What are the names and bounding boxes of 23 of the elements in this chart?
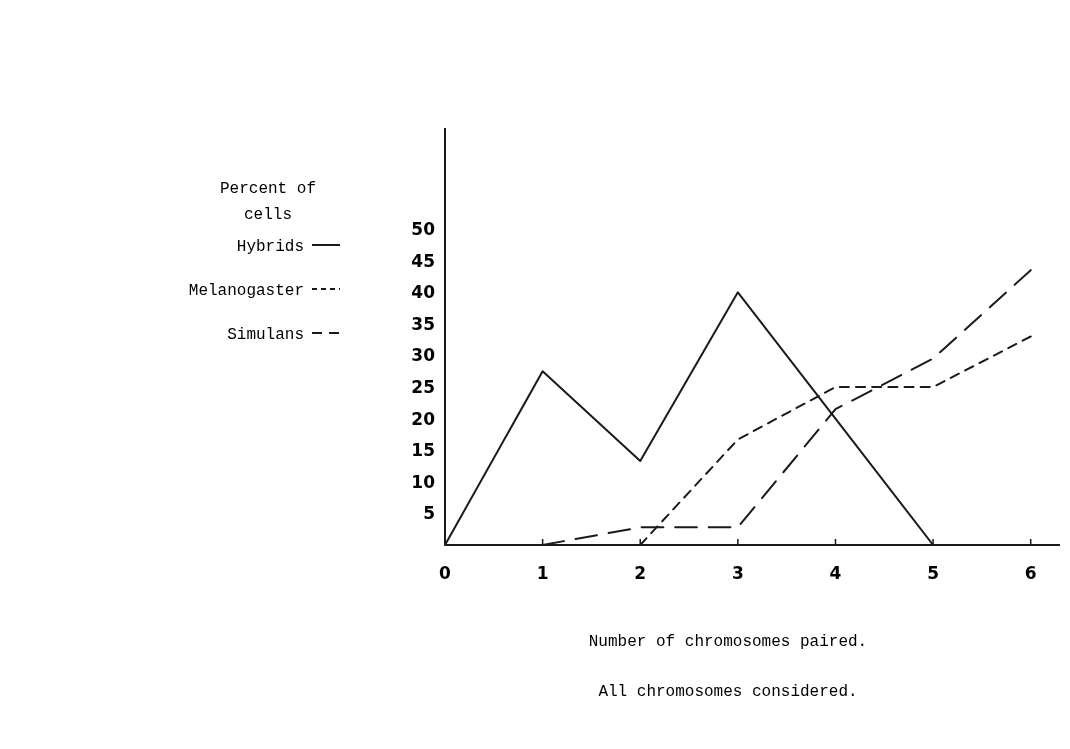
y-tick-label: 10 [411,471,436,492]
y-tick-label: 20 [411,408,436,429]
x-tick-label: 1 [536,563,549,583]
y-tick-label: 15 [411,440,435,461]
y-tick-label: 25 [411,377,435,398]
y-tick-label: 30 [411,345,436,366]
text: Percent of cells [219,180,317,224]
y-tick-label: 5 [423,503,435,524]
y-tick-label: 35 [411,313,435,334]
x-tick-label: 6 [1024,563,1037,583]
x-tick-label: 3 [731,563,744,583]
text: All chromosomes considered. [598,683,858,701]
legend-label: Hybrids [236,238,304,256]
x-axis-title: Number of chromosomes paired. [588,633,868,651]
y-tick-label: 50 [411,219,436,240]
legend-label: Simulans [227,326,304,344]
legend-label: Melanogaster [188,282,304,300]
y-tick-label: 45 [411,250,435,271]
y-tick-label: 40 [411,282,436,303]
x-tick-label: 5 [927,563,940,583]
x-tick-label: 2 [634,563,647,583]
x-tick-label: 4 [829,563,842,583]
x-tick-label: 0 [439,563,452,583]
